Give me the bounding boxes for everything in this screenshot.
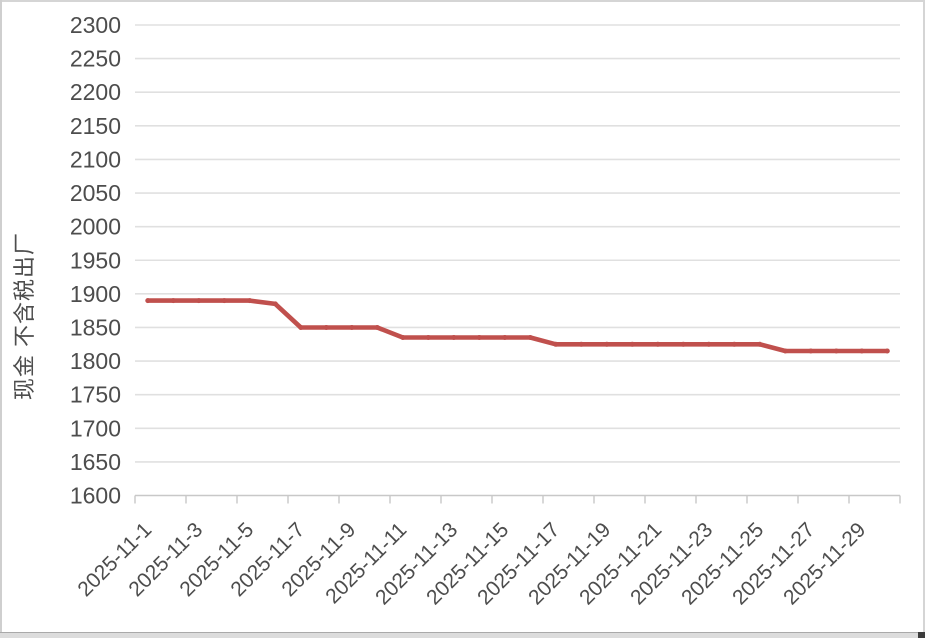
data-point [298,325,304,330]
y-tick-label: 1800 [70,348,121,374]
data-point [706,341,712,347]
data-point [655,341,661,347]
data-point [400,335,406,340]
data-point [349,325,355,330]
data-point [884,348,890,354]
y-tick-label: 1900 [70,281,121,307]
data-point [553,341,559,347]
data-point [425,335,431,340]
axes [134,494,901,504]
y-axis-tick-labels: 2300 2250 2200 2150 2100 2050 2000 1950 1900 1850… [70,12,121,509]
window-resize-corner[interactable] [918,632,925,638]
data-point [221,298,227,304]
data-point [731,341,737,347]
data-point [451,335,457,340]
y-tick-label: 2000 [70,214,121,240]
window-border-right [923,0,925,632]
y-tick-label: 2150 [70,113,121,139]
data-point [527,335,533,340]
x-axis-tick-labels: 2025-11-12025-11-32025-11-52025-11-72025… [73,518,870,609]
y-tick-label: 1650 [70,449,121,475]
window-border-left [0,0,2,638]
data-point [629,341,635,347]
data-point [757,341,763,347]
data-point [272,301,278,307]
data-point [374,325,380,330]
data-point [604,341,610,347]
data-point [196,298,202,304]
y-tick-label: 1600 [70,483,121,509]
data-point [502,335,508,340]
data-point [247,298,253,304]
data-point [476,335,482,340]
data-point [782,348,788,354]
y-tick-label: 2100 [70,146,121,172]
y-tick-label: 1700 [70,415,121,441]
bottom-scroll-strip[interactable] [0,632,925,638]
price-series [145,298,890,354]
data-point [323,325,329,330]
y-axis-title: 现金 不含税出厂 [12,232,37,400]
y-tick-label: 2250 [70,46,121,72]
gridlines [135,24,900,463]
y-tick-label: 1850 [70,314,121,340]
data-point [170,298,176,304]
window-border-top [0,0,925,2]
y-tick-label: 2300 [70,12,121,38]
y-tick-label: 1750 [70,382,121,408]
data-point [145,298,151,304]
data-point [578,341,584,347]
data-point [808,348,814,354]
y-tick-label: 2050 [70,180,121,206]
y-tick-label: 1950 [70,247,121,273]
data-point [680,341,686,347]
y-tick-label: 2200 [70,79,121,105]
price-line [145,298,890,354]
data-point [833,348,839,354]
data-point [859,348,865,354]
